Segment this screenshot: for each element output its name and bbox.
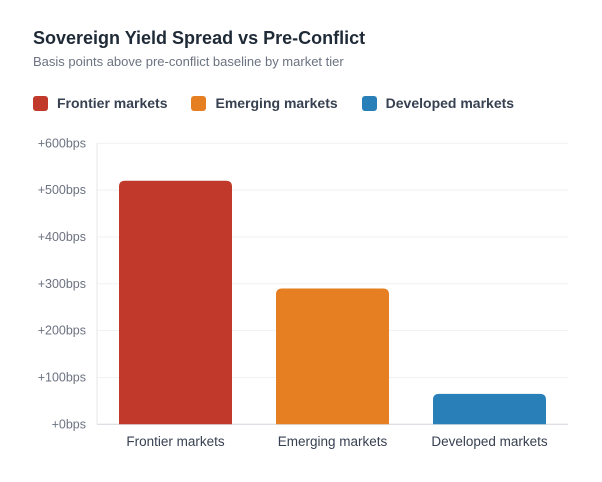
legend-swatch bbox=[33, 95, 48, 111]
y-tick-label: +100bps bbox=[38, 370, 86, 384]
legend-label: Frontier markets bbox=[57, 95, 168, 111]
legend: Frontier markets Emerging markets Develo… bbox=[33, 95, 538, 111]
legend-item-frontier[interactable]: Frontier markets bbox=[33, 95, 167, 111]
legend-label: Developed markets bbox=[385, 95, 515, 111]
y-tick-label: +400bps bbox=[38, 230, 86, 244]
legend-swatch bbox=[191, 95, 207, 111]
chart-subtitle: Basis points above pre-conflict baseline… bbox=[33, 54, 344, 69]
x-tick-label: Frontier markets bbox=[126, 434, 225, 449]
y-tick-label: +300bps bbox=[38, 277, 86, 291]
legend-swatch bbox=[361, 95, 377, 111]
legend-item-developed[interactable]: Developed markets bbox=[361, 95, 515, 111]
x-tick-label: Developed markets bbox=[431, 434, 548, 449]
y-tick-label: +200bps bbox=[38, 324, 86, 338]
bar-frontier[interactable] bbox=[119, 180, 232, 425]
y-tick-label: +0bps bbox=[52, 417, 86, 431]
x-tick-label: Emerging markets bbox=[278, 434, 388, 449]
legend-item-emerging[interactable]: Emerging markets bbox=[191, 95, 338, 111]
bar-developed[interactable] bbox=[433, 393, 546, 425]
y-tick-label: +600bps bbox=[38, 136, 86, 150]
legend-label: Emerging markets bbox=[215, 95, 338, 111]
chart-title: Sovereign Yield Spread vs Pre-Conflict bbox=[33, 28, 366, 48]
y-tick-label: +500bps bbox=[38, 183, 86, 197]
bar-emerging[interactable] bbox=[276, 288, 389, 425]
